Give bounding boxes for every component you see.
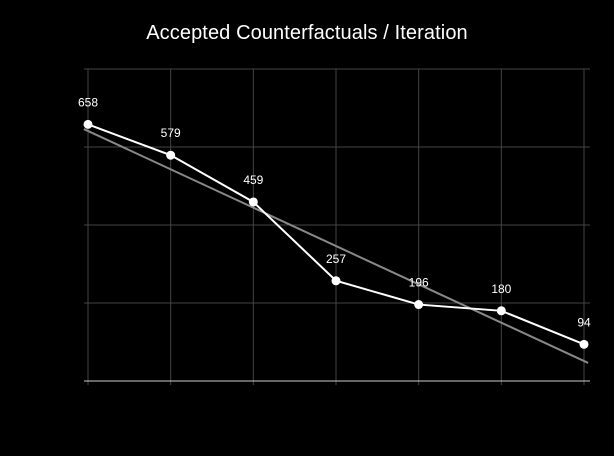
grid-layer — [84, 68, 590, 385]
data-point — [414, 300, 424, 310]
data-point — [83, 119, 93, 129]
data-label: 658 — [78, 95, 98, 109]
data-point — [331, 276, 341, 286]
data-point — [166, 150, 176, 160]
series-layer — [83, 119, 589, 349]
trend-layer — [83, 128, 589, 364]
chart-title: Accepted Counterfactuals / Iteration — [146, 22, 468, 44]
data-label: 94 — [577, 315, 591, 329]
data-label: 459 — [243, 173, 263, 187]
data-label: 579 — [161, 126, 181, 140]
data-point — [579, 339, 589, 349]
data-point — [248, 197, 258, 207]
trendline — [83, 128, 589, 364]
data-point — [496, 306, 506, 316]
label-layer: 658 579 459 257 196 180 94 — [78, 95, 591, 329]
data-label: 196 — [409, 276, 429, 290]
data-label: 257 — [326, 252, 346, 266]
data-label: 180 — [491, 282, 511, 296]
